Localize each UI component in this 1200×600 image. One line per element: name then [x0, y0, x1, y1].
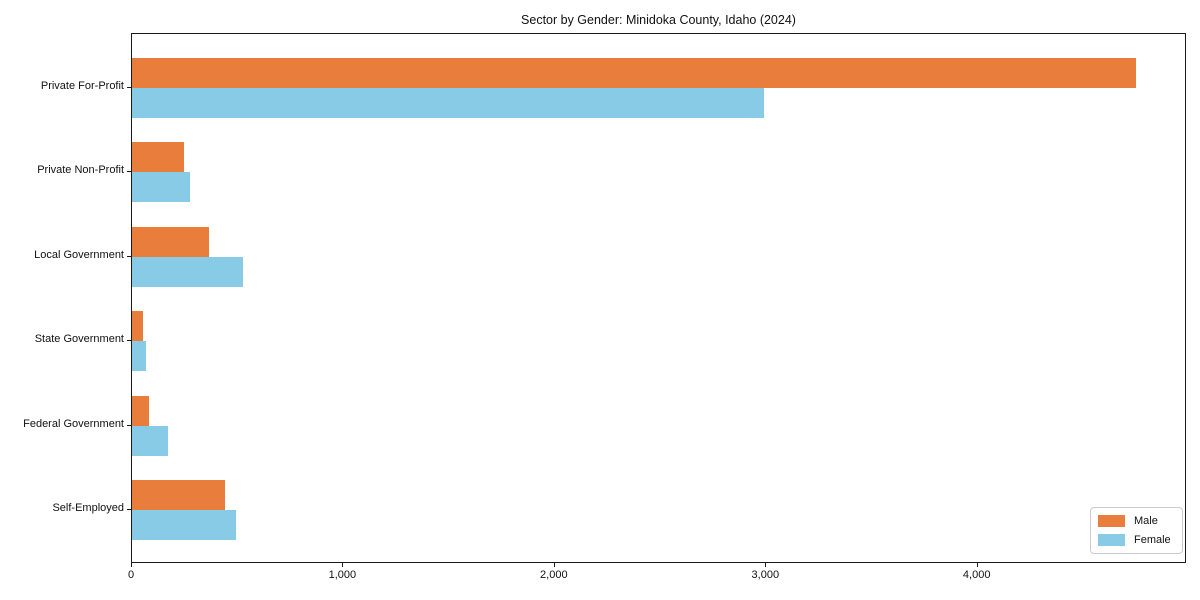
x-tick-label-4000: 4,000: [962, 569, 991, 581]
chart-title: Sector by Gender: Minidoka County, Idaho…: [521, 13, 796, 27]
y-tick-mark: [127, 255, 131, 257]
legend-swatch-male-icon: [1098, 515, 1125, 527]
bar-male-state-government: [132, 311, 143, 342]
y-tick-label-state-government: State Government: [34, 333, 124, 346]
legend-swatch-female-icon: [1098, 534, 1125, 546]
bar-male-private-non-profit: [132, 142, 184, 173]
bar-female-federal-government: [132, 425, 168, 456]
y-tick-mark: [127, 340, 131, 342]
x-tick-label-3000: 3,000: [751, 569, 780, 581]
x-tick-label-0: 0: [127, 569, 135, 581]
bar-male-federal-government: [132, 395, 149, 426]
bar-female-local-government: [132, 256, 243, 287]
legend: Male Female: [1090, 507, 1183, 554]
legend-label-male: Male: [1134, 514, 1158, 527]
x-tick-mark: [342, 563, 344, 567]
x-tick-mark: [765, 563, 767, 567]
bar-female-state-government: [132, 341, 146, 372]
legend-item-female: Female: [1098, 534, 1175, 546]
x-tick-mark: [553, 563, 555, 567]
x-tick-mark: [131, 563, 132, 567]
plot-area: [131, 33, 1186, 563]
x-tick-mark: [976, 563, 978, 567]
x-tick-label-1000: 1,000: [328, 569, 357, 581]
legend-label-female: Female: [1134, 533, 1171, 546]
y-tick-label-private-for-profit: Private For-Profit: [40, 80, 124, 92]
bar-male-local-government: [132, 226, 209, 257]
y-tick-mark: [127, 509, 131, 510]
bar-female-private-non-profit: [132, 172, 190, 203]
y-tick-label-local-government: Local Government: [34, 248, 124, 261]
y-tick-mark: [127, 87, 131, 88]
x-tick-label-2000: 2,000: [540, 569, 568, 581]
bar-female-self-employed: [132, 510, 236, 540]
y-tick-label-private-non-profit: Private Non-Profit: [37, 164, 124, 177]
bar-male-self-employed: [132, 480, 225, 510]
bar-female-private-for-profit: [132, 88, 764, 118]
y-tick-label-federal-government: Federal Government: [23, 417, 124, 430]
y-tick-mark: [127, 171, 131, 173]
y-tick-mark: [127, 424, 131, 426]
legend-item-male: Male: [1098, 515, 1175, 527]
y-tick-label-self-employed: Self-Employed: [52, 502, 124, 514]
bar-male-private-for-profit: [132, 58, 1136, 88]
